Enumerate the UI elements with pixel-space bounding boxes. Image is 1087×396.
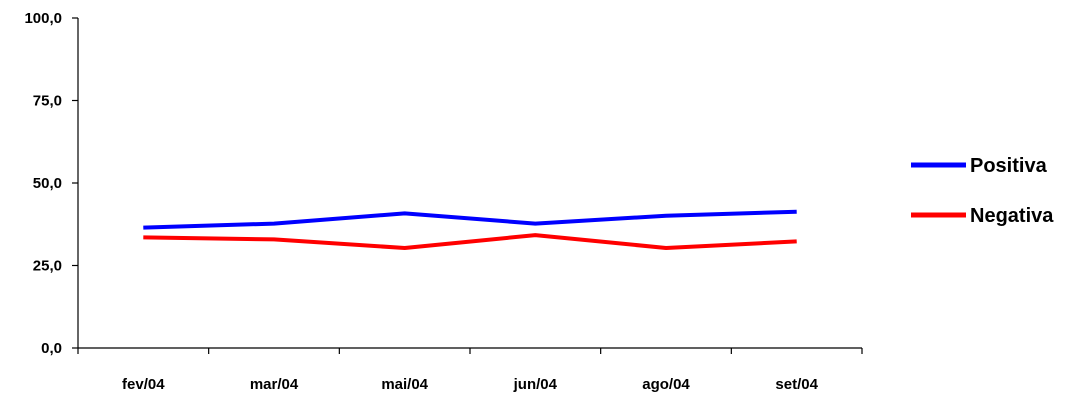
- legend-label-negativa: Negativa: [970, 205, 1054, 227]
- x-tick-label: mar/04: [250, 376, 299, 393]
- x-tick-label: jun/04: [513, 376, 558, 393]
- series-line-positiva: [143, 209, 797, 230]
- x-tick-label: fev/04: [122, 376, 165, 393]
- y-tick-label: 50,0: [33, 175, 62, 192]
- y-axis-ticks: 0,0 25,0 50,0 75,0 100,0: [24, 10, 78, 357]
- y-tick-label: 100,0: [24, 10, 62, 27]
- legend: Positiva Negativa: [911, 155, 1054, 227]
- y-tick-label: 0,0: [41, 340, 62, 357]
- x-tick-label: mai/04: [381, 376, 428, 393]
- legend-label-positiva: Positiva: [970, 155, 1048, 177]
- x-tick-label: ago/04: [642, 376, 690, 393]
- y-tick-label: 25,0: [33, 258, 62, 275]
- series-line-negativa: [143, 233, 797, 250]
- x-axis-ticks: fev/04 mar/04 mai/04 jun/04 ago/04 set/04: [77, 348, 863, 393]
- series-lines: [143, 209, 797, 250]
- y-tick-label: 75,0: [33, 93, 62, 110]
- chart-axes: [77, 18, 862, 349]
- x-tick-label: set/04: [775, 376, 818, 393]
